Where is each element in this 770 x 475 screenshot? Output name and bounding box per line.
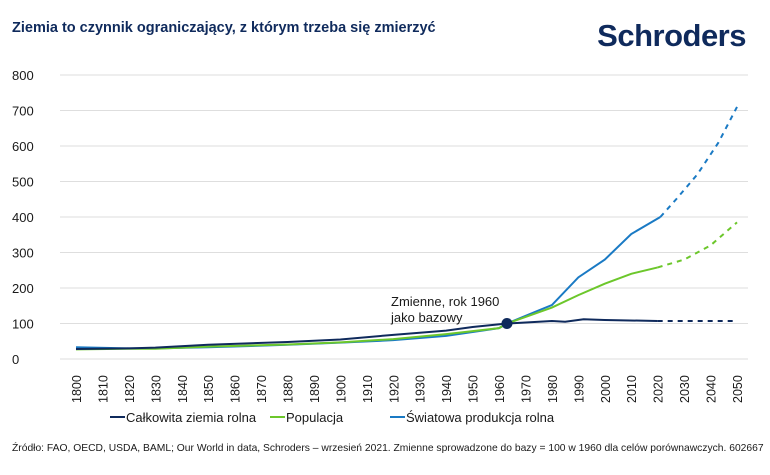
y-tick-label: 200 [12,281,34,296]
series-projection-2 [659,106,738,218]
y-tick-label: 100 [12,317,34,332]
x-tick-label: 1980 [546,375,560,403]
y-tick-label: 800 [12,68,34,83]
x-tick-label: 1840 [176,375,190,403]
x-tick-label: 1960 [493,375,507,403]
y-tick-label: 0 [12,352,19,367]
series-projection-1 [657,221,738,269]
x-tick-label: 1920 [387,375,401,403]
x-tick-label: 1830 [149,375,163,403]
y-tick-label: 500 [12,175,34,190]
base-year-marker [501,318,513,329]
x-tick-label: 1930 [414,375,428,403]
x-tick-label: 2050 [731,375,745,403]
x-tick-label: 1890 [308,375,322,403]
x-tick-label: 1810 [96,375,110,403]
line-chart: 0 100 200 300 400 500 600 700 800 1800 1810 1820 183… [12,68,748,425]
series-line-2 [75,216,661,350]
source-note: Źródło: FAO, OECD, USDA, BAML; Our World… [12,443,764,454]
schroders-logo: Schroders [597,18,746,53]
x-tick-label: 1970 [519,375,533,403]
annotation-line1: Zmienne, rok 1960 [391,294,499,309]
x-tick-label: 1910 [361,375,375,403]
x-tick-label: 1990 [572,375,586,403]
x-tick-label: 1820 [123,375,137,403]
x-tick-label: 1880 [282,375,296,403]
y-tick-label: 700 [12,104,34,119]
x-tick-label: 1800 [70,375,84,403]
chart-title: Ziemia to czynnik ograniczający, z który… [12,20,436,36]
x-tick-label: 2030 [678,375,692,403]
x-tick-label: 1950 [467,375,481,403]
x-tick-label: 2010 [625,375,639,403]
y-tick-label: 400 [12,210,34,225]
legend-label: Całkowita ziemia rolna [126,410,257,425]
x-tick-label: 1850 [202,375,216,403]
x-tick-label: 2000 [599,375,613,403]
y-tick-label: 600 [12,139,34,154]
series-line-0 [75,318,658,351]
legend-label: Populacja [286,410,344,425]
x-tick-label: 1900 [334,375,348,403]
x-tick-label: 1870 [255,375,269,403]
series-line-1 [75,266,658,351]
x-tick-label: 2020 [652,375,666,403]
x-tick-label: 2040 [705,375,719,403]
annotation-line2: jako bazowy [390,310,463,325]
x-tick-label: 1940 [440,375,454,403]
y-tick-label: 300 [12,246,34,261]
x-tick-label: 1860 [229,375,243,403]
legend-label: Światowa produkcja rolna [406,410,555,425]
